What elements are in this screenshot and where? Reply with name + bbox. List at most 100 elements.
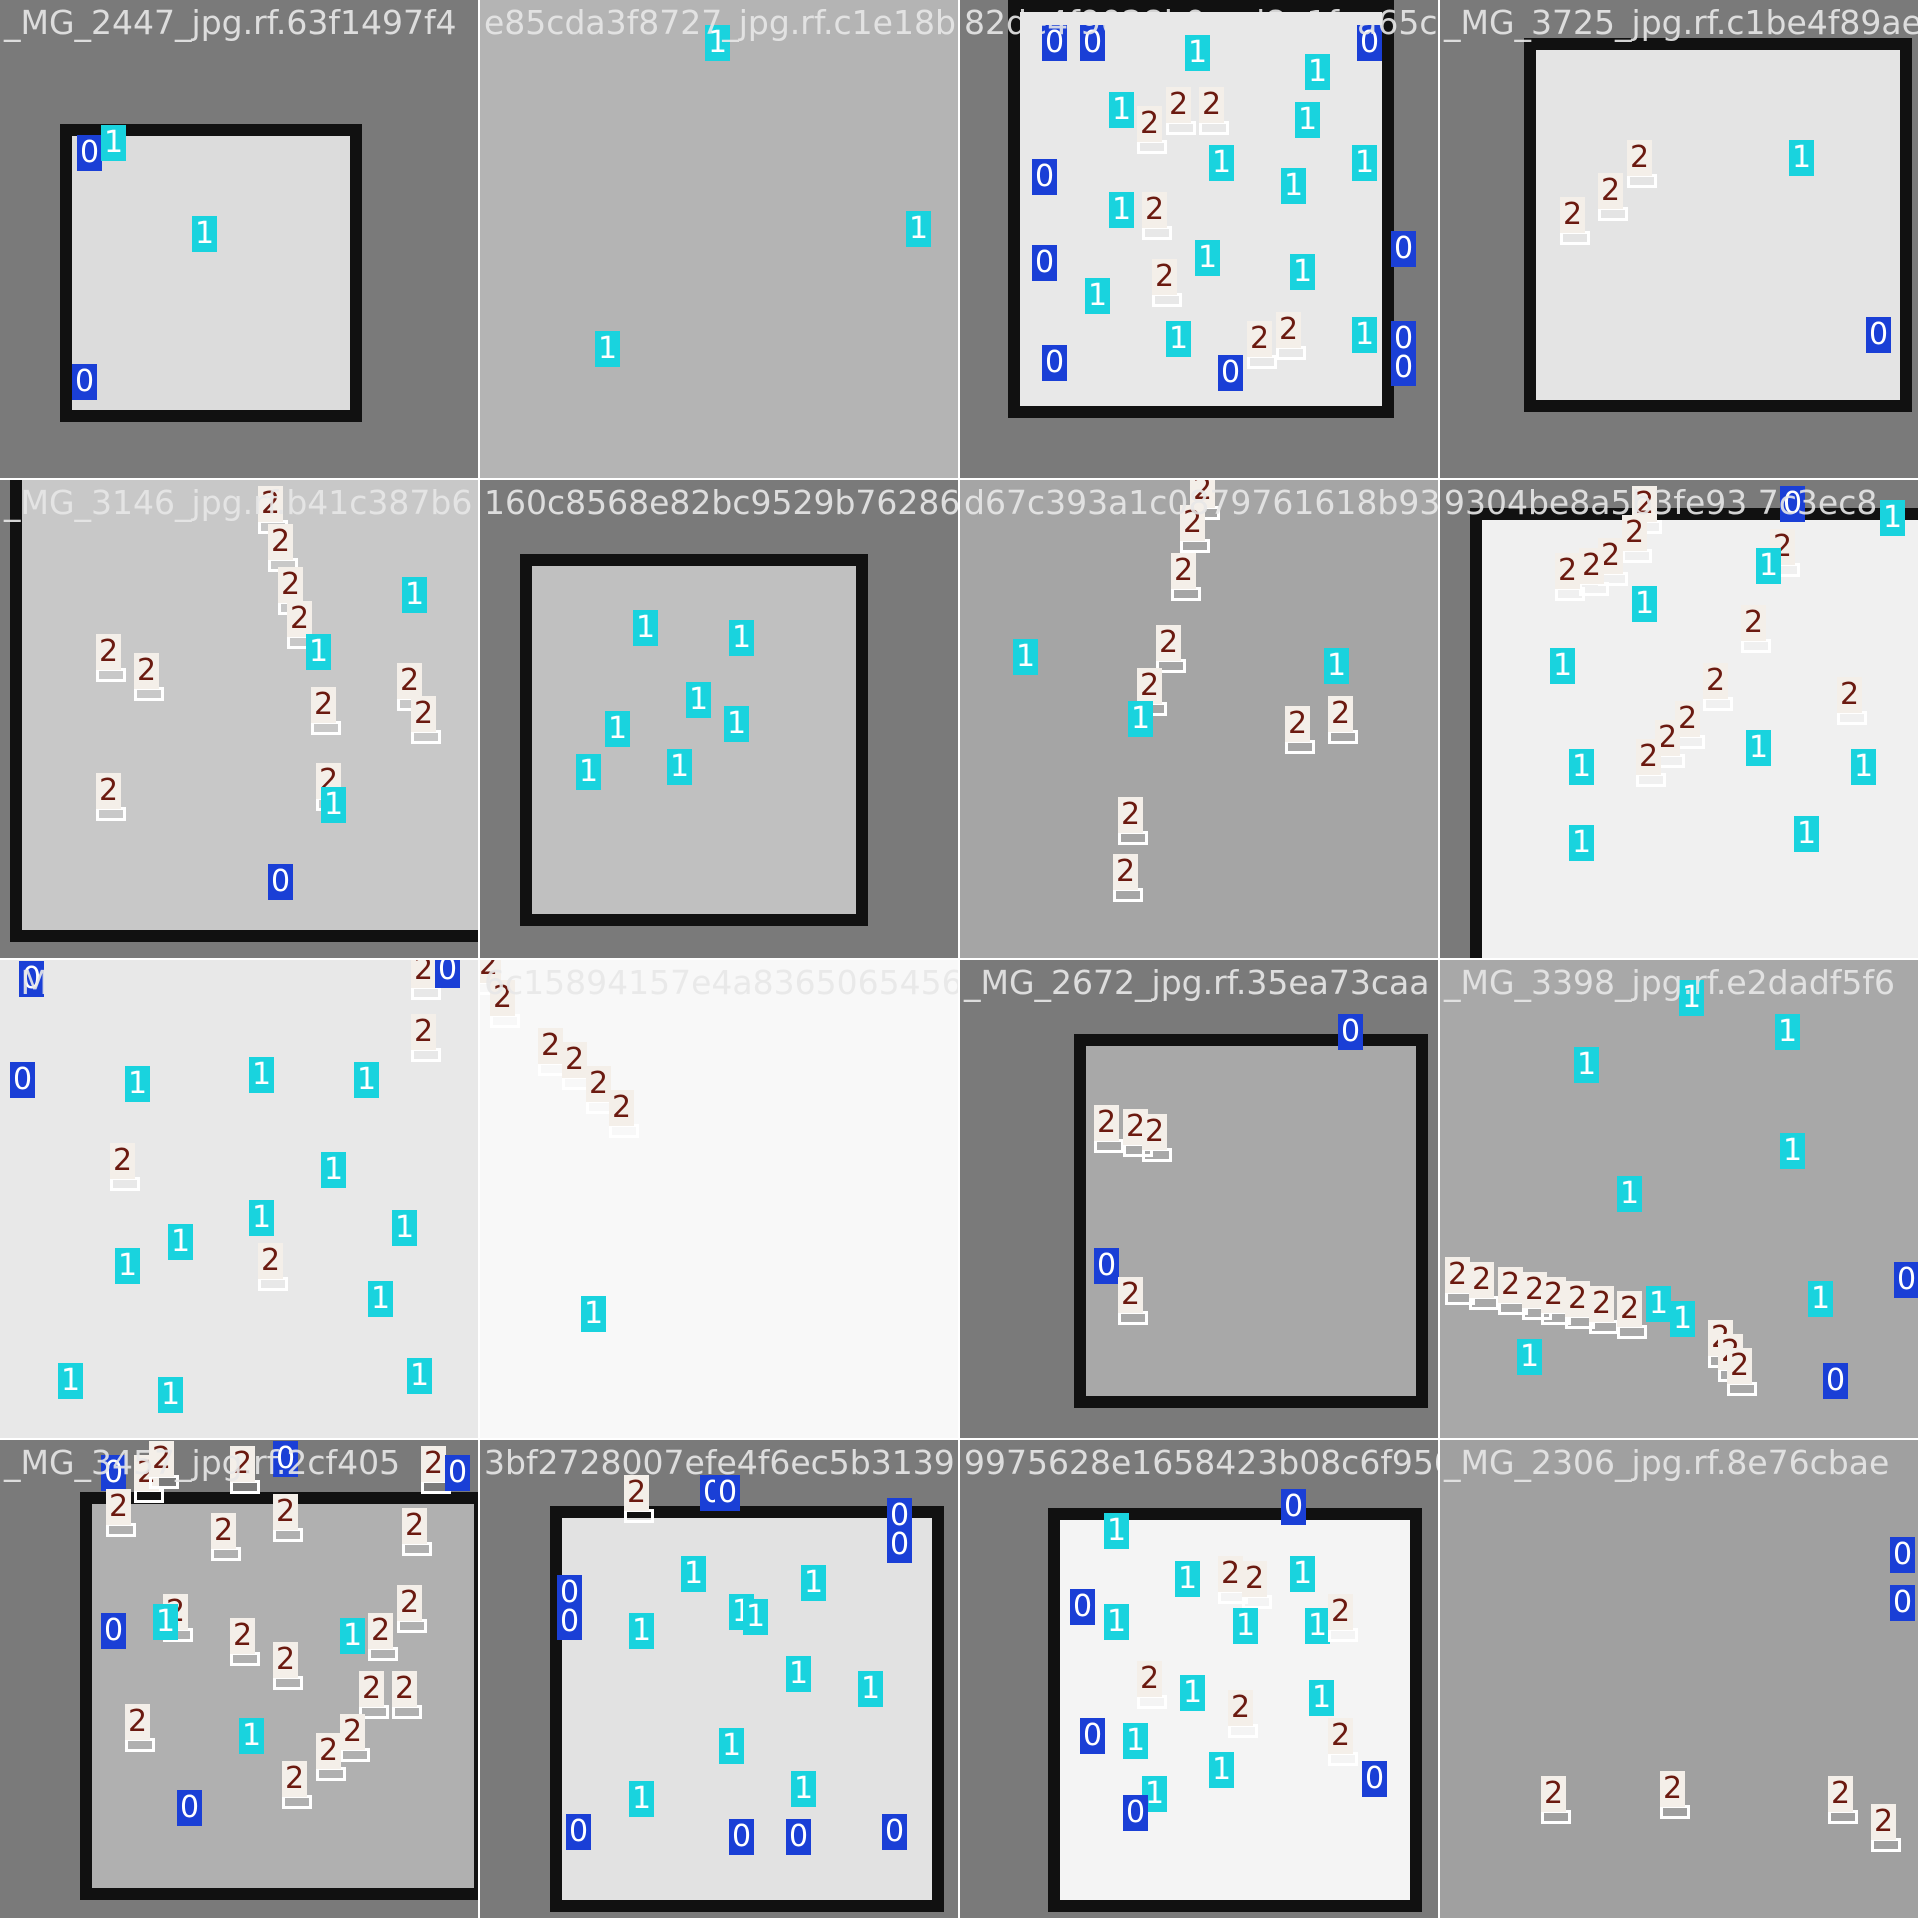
class-1-label: 1 xyxy=(1128,701,1154,737)
sample-plate xyxy=(520,554,868,926)
class-2-label: 2 xyxy=(1560,197,1586,233)
class-0-label: 0 xyxy=(729,1819,755,1855)
class-1-label: 1 xyxy=(239,1718,265,1754)
class-2-label: 2 xyxy=(1171,553,1197,589)
class-1-label: 1 xyxy=(249,1200,275,1236)
class-0-label: 0 xyxy=(1823,1363,1849,1399)
defect-box xyxy=(1660,1805,1690,1819)
class-1-label: 1 xyxy=(115,1248,141,1284)
defect-box xyxy=(1242,1595,1272,1609)
class-0-label: 0 xyxy=(1218,355,1244,391)
defect-box xyxy=(1094,1139,1124,1153)
image-tile: 0 1 1 0 _MG_2447_jpg.rf.63f1497f4 xyxy=(0,0,478,478)
class-2-label: 2 xyxy=(421,1446,447,1482)
tile-title: 9304be8a5b3fe93 7c3ec8 xyxy=(1444,483,1878,522)
defect-box xyxy=(96,807,126,821)
class-1-label: 1 xyxy=(1517,1339,1543,1375)
class-1-label: 1 xyxy=(581,1296,607,1332)
tile-title: _MG_3725_jpg.rf.c1be4f89ae xyxy=(1444,3,1918,42)
class-2-label: 2 xyxy=(562,1042,588,1078)
class-2-label: 2 xyxy=(1118,797,1144,833)
class-0-label: 0 xyxy=(1362,1761,1388,1797)
class-1-label: 1 xyxy=(1295,102,1321,138)
class-0-label: 0 xyxy=(10,1062,36,1098)
defect-box xyxy=(316,1767,346,1781)
class-1-label: 1 xyxy=(724,706,750,742)
class-2-label: 2 xyxy=(1445,1257,1471,1293)
class-1-label: 1 xyxy=(321,1152,347,1188)
class-1-label: 1 xyxy=(1104,1513,1130,1549)
defect-box xyxy=(1622,549,1652,563)
class-1-label: 1 xyxy=(1808,1281,1834,1317)
class-1-label: 1 xyxy=(791,1771,817,1807)
class-1-label: 1 xyxy=(1290,1556,1316,1592)
class-1-label: 1 xyxy=(407,1358,433,1394)
class-2-label: 2 xyxy=(397,1585,423,1621)
defect-box xyxy=(96,668,126,682)
class-0-label: 0 xyxy=(1391,231,1417,267)
class-2-label: 2 xyxy=(1498,1267,1524,1303)
class-2-label: 2 xyxy=(268,524,294,560)
class-1-label: 1 xyxy=(1756,548,1782,584)
class-1-label: 1 xyxy=(1209,1752,1235,1788)
class-0-label: 0 xyxy=(72,364,98,400)
defect-box xyxy=(1285,740,1315,754)
class-2-label: 2 xyxy=(1837,677,1863,713)
class-1-label: 1 xyxy=(1670,1301,1696,1337)
image-tile: 2 0 0 0 0 1 1 0 0 1 1 1 1 1 1 1 1 0 0 0 0 3bf2728007efe4f6ec5… xyxy=(480,1440,958,1918)
class-2-label: 2 xyxy=(1228,1690,1254,1726)
class-2-label: 2 xyxy=(1156,625,1182,661)
class-1-label: 1 xyxy=(786,1656,812,1692)
class-2-label: 2 xyxy=(278,567,304,603)
class-1-label: 1 xyxy=(192,216,218,252)
image-tile: 2 0 1 2 2 2 2 2 1 1 2 1 2 2 2 2 2 1 1 1 1 1 9304be8a5b3fe93 7c… xyxy=(1440,480,1918,958)
image-tile: 2 2 2 2 1 1 2 1 2 2 2 2 d67c393a1c0879761618b93 xyxy=(960,480,1438,958)
sample-plate xyxy=(60,124,362,422)
tile-title: _MG_3107_jpg.rf.ad853 xyxy=(4,963,391,1002)
class-2-label: 2 xyxy=(230,1446,256,1482)
defect-box xyxy=(1328,1752,1358,1766)
class-2-label: 2 xyxy=(1242,1561,1268,1597)
sample-plate xyxy=(10,480,478,942)
class-2-label: 2 xyxy=(340,1714,366,1750)
class-2-label: 2 xyxy=(1828,1776,1854,1812)
class-2-label: 2 xyxy=(110,1143,136,1179)
class-0-label: 0 xyxy=(268,864,294,900)
class-1-label: 1 xyxy=(249,1057,275,1093)
defect-box xyxy=(1118,831,1148,845)
class-0-label: 0 xyxy=(1890,1585,1916,1621)
class-1-label: 1 xyxy=(1195,240,1221,276)
class-1-label: 1 xyxy=(1569,825,1595,861)
tile-title: _MG_3398_jpg.rf.e2dadf5f6 xyxy=(1444,963,1895,1002)
sample-plate xyxy=(1524,38,1912,412)
class-1-label: 1 xyxy=(158,1377,184,1413)
class-2-label: 2 xyxy=(624,1475,650,1511)
sample-plate xyxy=(480,0,958,478)
class-1-label: 1 xyxy=(1574,1047,1600,1083)
defect-box xyxy=(1113,888,1143,902)
class-1-label: 1 xyxy=(1104,1604,1130,1640)
sample-plate xyxy=(960,480,1438,958)
class-1-label: 1 xyxy=(1617,1176,1643,1212)
class-2-label: 2 xyxy=(397,663,423,699)
image-tile: 0 1 1 2 2 1 0 1 1 1 2 2 1 2 1 0 1 2 1 0 1 0 9975628e1658423b08… xyxy=(960,1440,1438,1918)
class-1-label: 1 xyxy=(1281,168,1307,204)
defect-box xyxy=(1142,226,1172,240)
defect-box xyxy=(1180,539,1210,553)
class-1-label: 1 xyxy=(1632,586,1658,622)
tile-title: _MG_2306_jpg.rf.8e76cbae xyxy=(1444,1443,1890,1482)
class-2-label: 2 xyxy=(316,1733,342,1769)
class-1-label: 1 xyxy=(1794,816,1820,852)
tile-title: 9975628e1658423b08c6f950 xyxy=(964,1443,1438,1482)
defect-box xyxy=(258,1277,288,1291)
class-2-label: 2 xyxy=(609,1090,635,1126)
class-2-label: 2 xyxy=(1627,140,1653,176)
class-2-label: 2 xyxy=(1598,173,1624,209)
class-2-label: 2 xyxy=(368,1613,394,1649)
sample-plate xyxy=(1470,508,1918,958)
defect-box xyxy=(110,1177,140,1191)
class-2-label: 2 xyxy=(211,1513,237,1549)
class-2-label: 2 xyxy=(1741,605,1767,641)
class-2-label: 2 xyxy=(149,1441,175,1477)
defect-box xyxy=(1560,231,1590,245)
